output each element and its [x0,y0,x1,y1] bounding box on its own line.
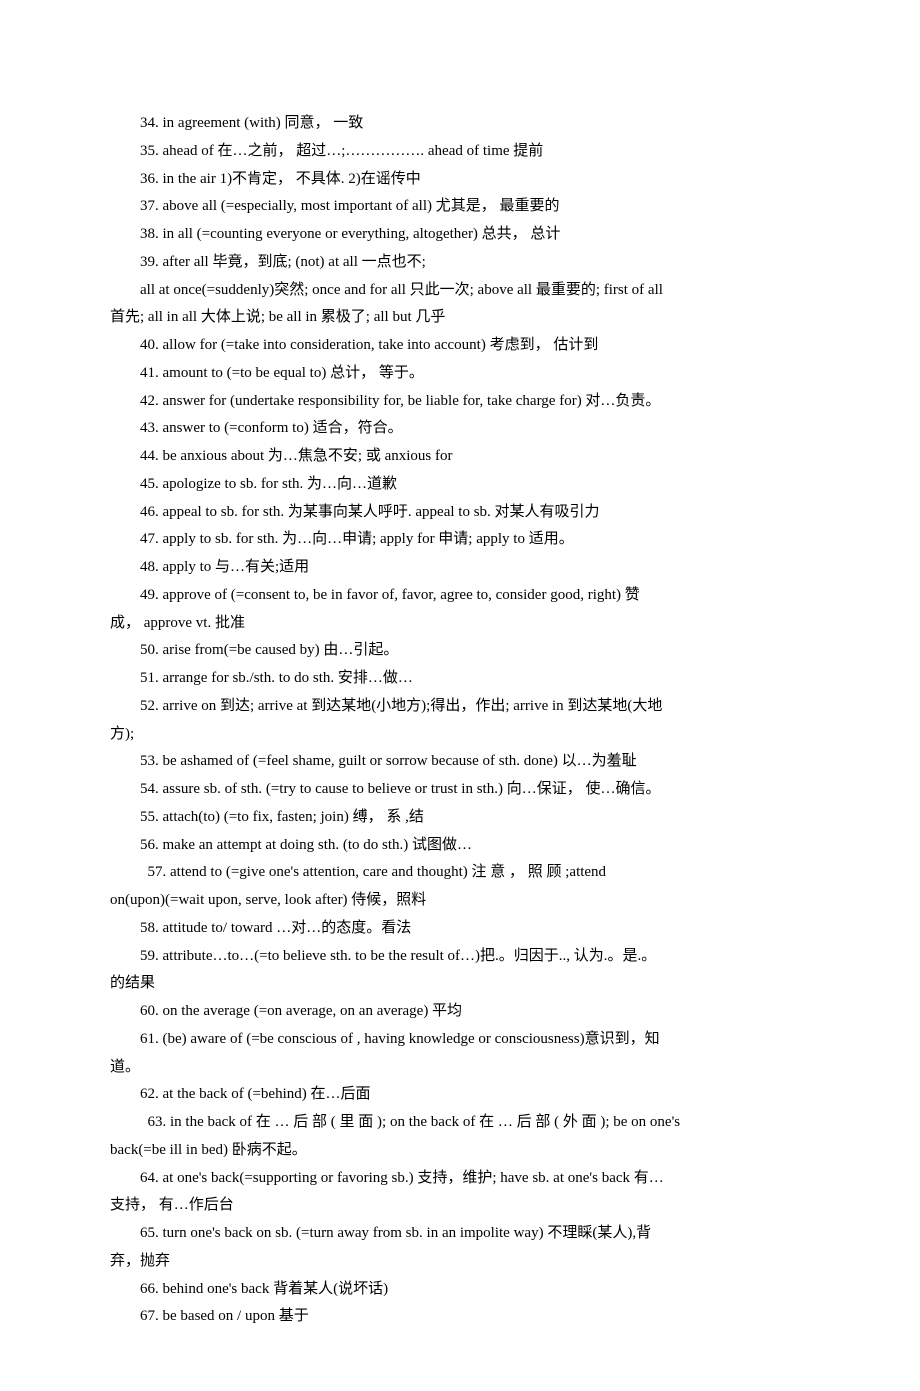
text-line: 61. (be) aware of (=be conscious of , ha… [110,1026,810,1054]
text-line: 56. make an attempt at doing sth. (to do… [110,832,810,860]
text-line: 51. arrange for sb./sth. to do sth. 安排…做… [110,665,810,693]
text-line: 57. attend to (=give one's attention, ca… [110,859,810,887]
text-line: 67. be based on / upon 基于 [110,1303,810,1331]
text-line: 成， approve vt. 批准 [110,610,810,638]
text-line: 64. at one's back(=supporting or favorin… [110,1165,810,1193]
text-line: 支持， 有…作后台 [110,1192,810,1220]
document-page: 34. in agreement (with) 同意， 一致35. ahead … [0,0,920,1391]
text-line: 58. attitude to/ toward …对…的态度。看法 [110,915,810,943]
text-line: 的结果 [110,970,810,998]
text-line: 43. answer to (=conform to) 适合，符合。 [110,415,810,443]
text-line: 50. arise from(=be caused by) 由…引起。 [110,637,810,665]
text-line: 34. in agreement (with) 同意， 一致 [110,110,810,138]
text-line: 37. above all (=especially, most importa… [110,193,810,221]
text-line: 54. assure sb. of sth. (=try to cause to… [110,776,810,804]
text-line: 45. apologize to sb. for sth. 为…向…道歉 [110,471,810,499]
text-line: 59. attribute…to…(=to believe sth. to be… [110,943,810,971]
text-line: 35. ahead of 在…之前， 超过…;……………. ahead of t… [110,138,810,166]
text-line: 65. turn one's back on sb. (=turn away f… [110,1220,810,1248]
text-line: 53. be ashamed of (=feel shame, guilt or… [110,748,810,776]
text-line: 首先; all in all 大体上说; be all in 累极了; all … [110,304,810,332]
text-line: all at once(=suddenly)突然; once and for a… [110,277,810,305]
text-line: 62. at the back of (=behind) 在…后面 [110,1081,810,1109]
text-line: 道。 [110,1054,810,1082]
text-line: 38. in all (=counting everyone or everyt… [110,221,810,249]
text-line: 48. apply to 与…有关;适用 [110,554,810,582]
text-line: 弃，抛弃 [110,1248,810,1276]
text-line: 66. behind one's back 背着某人(说坏话) [110,1276,810,1304]
text-line: 49. approve of (=consent to, be in favor… [110,582,810,610]
text-line: 41. amount to (=to be equal to) 总计， 等于。 [110,360,810,388]
text-line: 40. allow for (=take into consideration,… [110,332,810,360]
text-line: 52. arrive on 到达; arrive at 到达某地(小地方);得出… [110,693,810,721]
text-line: 46. appeal to sb. for sth. 为某事向某人呼吁. app… [110,499,810,527]
text-line: back(=be ill in bed) 卧病不起。 [110,1137,810,1165]
text-line: 39. after all 毕竟，到底; (not) at all 一点也不; [110,249,810,277]
text-line: 47. apply to sb. for sth. 为…向…申请; apply … [110,526,810,554]
text-line: 55. attach(to) (=to fix, fasten; join) 缚… [110,804,810,832]
text-line: 60. on the average (=on average, on an a… [110,998,810,1026]
text-line: 方); [110,721,810,749]
text-line: on(upon)(=wait upon, serve, look after) … [110,887,810,915]
text-line: 42. answer for (undertake responsibility… [110,388,810,416]
text-line: 63. in the back of 在 … 后 部 ( 里 面 ); on t… [110,1109,810,1137]
text-line: 44. be anxious about 为…焦急不安; 或 anxious f… [110,443,810,471]
text-line: 36. in the air 1)不肯定， 不具体. 2)在谣传中 [110,166,810,194]
